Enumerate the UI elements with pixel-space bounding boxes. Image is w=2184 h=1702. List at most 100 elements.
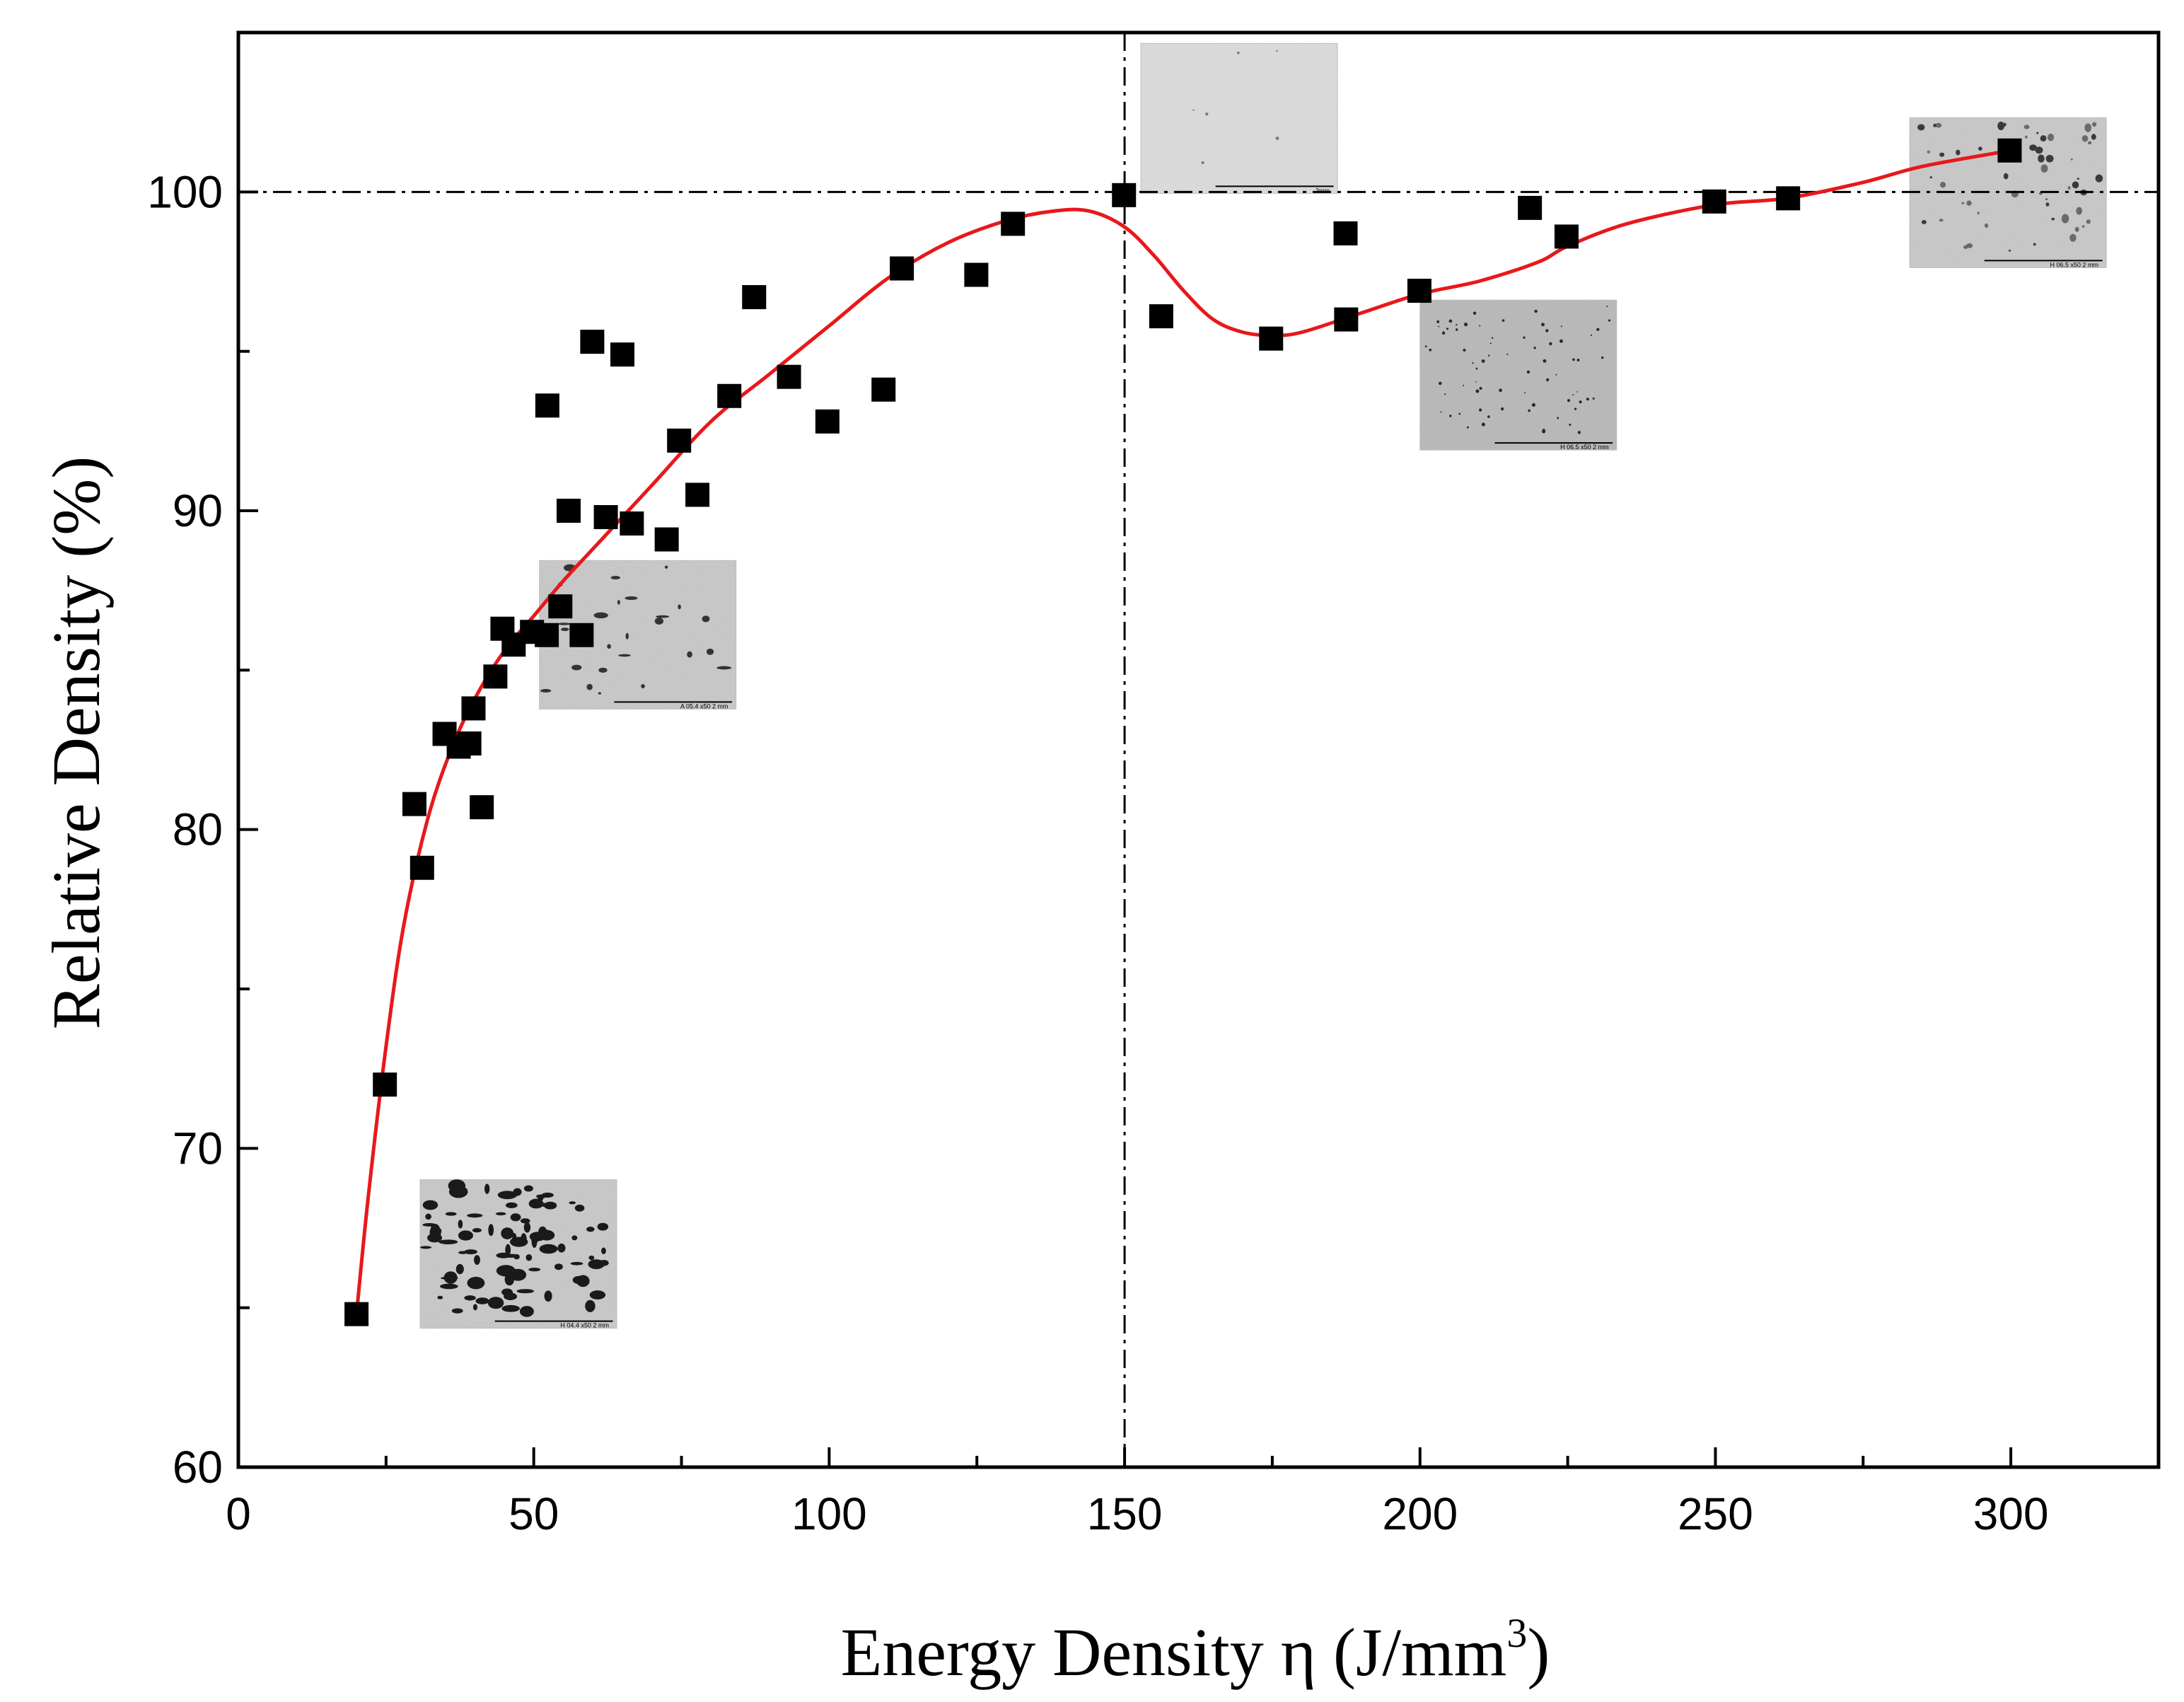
inset-pore xyxy=(1577,431,1581,434)
inset-pore xyxy=(2045,198,2048,201)
inset-pore xyxy=(2067,186,2071,190)
micrograph-insets: H 04.4 x50 2 mm A 05.4 x50 2 mm 2mm H 06.5 … xyxy=(419,42,2107,1329)
inset-pore xyxy=(519,1306,534,1317)
inset-pore xyxy=(504,1293,515,1297)
inset-pore xyxy=(2088,141,2092,145)
inset-pore xyxy=(445,1212,457,1216)
inset-pore xyxy=(484,1183,490,1194)
inset-caption: H 06.5 x50 2 mm xyxy=(2050,261,2099,268)
inset-pore xyxy=(2081,134,2089,142)
inset-micrograph-45: A 05.4 x50 2 mm xyxy=(539,560,737,710)
inset-pore xyxy=(1534,309,1538,313)
inset-pore xyxy=(1956,149,1961,156)
x-tick-label: 100 xyxy=(791,1488,867,1539)
inset-pore xyxy=(420,1246,432,1249)
inset-pore xyxy=(1545,329,1549,332)
inset-pore xyxy=(1429,348,1432,352)
inset-pore xyxy=(1192,109,1195,111)
inset-pore xyxy=(2029,144,2037,151)
inset-pore xyxy=(1541,323,1545,327)
inset-pore xyxy=(505,1244,511,1256)
inset-pore xyxy=(2076,207,2083,215)
data-point xyxy=(620,511,644,536)
data-point xyxy=(457,731,482,756)
inset-pore xyxy=(702,615,710,623)
inset-pore xyxy=(531,1235,538,1249)
x-tick-label: 150 xyxy=(1087,1488,1163,1539)
inset-micrograph-200: H 06.5 x50 2 mm xyxy=(1419,299,1617,451)
data-point xyxy=(1259,326,1284,351)
inset-micrograph-150: 2mm xyxy=(1140,42,1338,194)
inset-pore xyxy=(617,600,620,605)
fit-curve xyxy=(354,149,2011,1314)
data-point xyxy=(1334,307,1359,332)
inset-pore xyxy=(1933,123,1936,127)
inset-pore xyxy=(576,1275,590,1287)
inset-pore xyxy=(458,1230,473,1241)
inset-pore xyxy=(1985,223,1989,228)
inset-pore xyxy=(2025,135,2028,139)
inset-pore xyxy=(510,1213,521,1222)
inset-pore xyxy=(1966,200,1972,206)
inset-pore xyxy=(540,688,552,693)
inset-pore xyxy=(554,1263,563,1270)
inset-pore xyxy=(1502,319,1505,322)
inset-pore xyxy=(589,1290,606,1300)
data-point xyxy=(1149,304,1173,329)
inset-pore xyxy=(641,684,645,689)
inset-pore xyxy=(1424,345,1427,347)
inset-pore xyxy=(1542,429,1545,432)
inset-pore xyxy=(2040,164,2048,173)
inset-pore xyxy=(520,1218,530,1224)
data-point xyxy=(1776,186,1801,211)
inset-pore xyxy=(2086,219,2091,224)
inset-pore xyxy=(2072,181,2079,189)
inset-pore xyxy=(1444,393,1446,395)
inset-pore xyxy=(523,1185,533,1192)
inset-pore xyxy=(430,1224,441,1237)
x-tick-label: 250 xyxy=(1678,1488,1753,1539)
data-point xyxy=(1112,183,1137,207)
inset-pore xyxy=(1601,356,1604,359)
inset-pore xyxy=(495,1212,506,1216)
inset-grain xyxy=(1419,300,1617,451)
inset-pore xyxy=(598,667,608,673)
inset-pore xyxy=(610,576,620,580)
inset-pore xyxy=(2036,132,2039,134)
data-point xyxy=(610,342,634,367)
x-axis: 0 50 100 150 200 250 300 xyxy=(226,1447,2160,1539)
inset-pore xyxy=(1569,423,1572,426)
inset-caption: H 04.4 x50 2 mm xyxy=(560,1322,609,1329)
inset-pore xyxy=(1524,392,1526,394)
inset-pore xyxy=(1579,400,1582,404)
inset-pore xyxy=(2003,173,2009,180)
data-point xyxy=(654,527,679,552)
inset-pore xyxy=(464,1249,477,1255)
inset-pore xyxy=(455,1263,464,1275)
inset-pore xyxy=(1441,331,1446,335)
inset-pore xyxy=(570,1261,583,1266)
inset-pore xyxy=(1559,339,1563,343)
inset-pore xyxy=(1464,323,1468,327)
inset-pore xyxy=(557,623,571,625)
inset-pore xyxy=(539,1244,558,1254)
inset-pore xyxy=(2038,154,2045,163)
inset-pore xyxy=(2045,154,2054,163)
inset-pore xyxy=(1977,212,1980,215)
inset-pore xyxy=(1927,150,1930,154)
data-point xyxy=(344,1302,369,1326)
inset-pore xyxy=(678,604,681,610)
inset-pore xyxy=(1479,386,1482,390)
inset-pore xyxy=(656,615,670,618)
inset-pore xyxy=(1455,328,1458,331)
inset-pore xyxy=(1449,415,1452,417)
data-point xyxy=(461,696,486,721)
inset-pore xyxy=(1475,381,1477,383)
inset-pore xyxy=(487,1297,504,1309)
inset-pore xyxy=(1961,202,1965,204)
inset-pore xyxy=(1473,311,1477,315)
inset-pore xyxy=(501,1304,520,1312)
data-point xyxy=(535,623,559,647)
data-point xyxy=(890,256,914,281)
inset-pore xyxy=(475,1297,489,1304)
